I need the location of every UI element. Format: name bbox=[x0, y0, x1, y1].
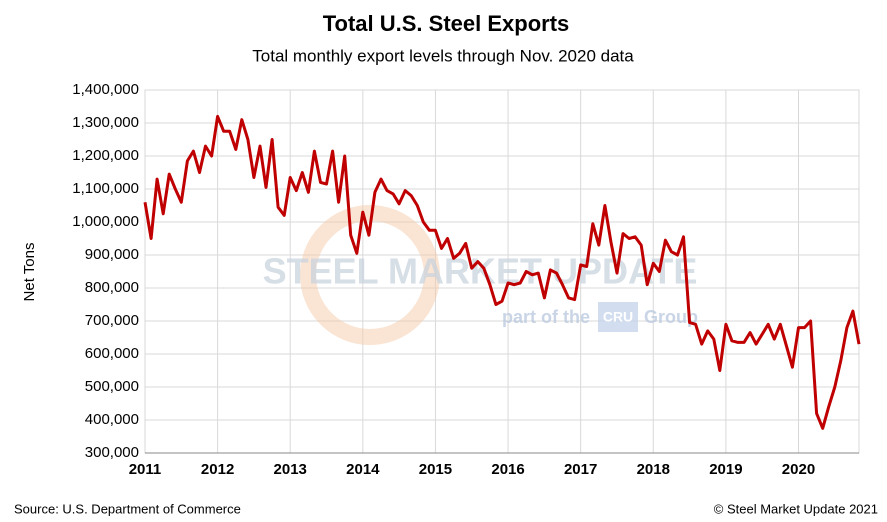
watermark-group: Group bbox=[644, 307, 698, 327]
watermark-logo-box bbox=[598, 302, 638, 332]
source-note: Source: U.S. Department of Commerce bbox=[14, 501, 241, 516]
y-tick-label: 1,300,000 bbox=[72, 114, 139, 131]
x-tick-label: 2014 bbox=[346, 461, 380, 478]
x-tick-label: 2012 bbox=[201, 461, 234, 478]
y-axis-label: Net Tons bbox=[21, 243, 38, 302]
watermark-swoosh bbox=[300, 205, 440, 345]
chart-subtitle: Total monthly export levels through Nov.… bbox=[252, 46, 634, 65]
x-tick-label: 2016 bbox=[491, 461, 524, 478]
x-tick-label: 2011 bbox=[129, 461, 162, 478]
plot-area bbox=[144, 89, 860, 454]
y-tick-label: 700,000 bbox=[85, 312, 139, 329]
y-tick-label: 500,000 bbox=[85, 378, 139, 395]
watermark-logo: CRU bbox=[603, 309, 633, 325]
y-tick-label: 900,000 bbox=[85, 246, 139, 263]
y-tick-label: 1,400,000 bbox=[72, 81, 139, 98]
y-tick-label: 1,100,000 bbox=[72, 180, 139, 197]
y-tick-label: 400,000 bbox=[85, 411, 139, 428]
watermark-brand: STEEL MARKET UPDATE bbox=[263, 251, 698, 292]
x-tick-label: 2018 bbox=[637, 461, 670, 478]
y-tick-label: 300,000 bbox=[85, 444, 139, 461]
export-line bbox=[143, 114, 861, 430]
y-tick-label: 1,200,000 bbox=[72, 147, 139, 164]
y-tick-label: 600,000 bbox=[85, 345, 139, 362]
x-tick-label: 2020 bbox=[782, 461, 815, 478]
y-tick-label: 1,000,000 bbox=[72, 213, 139, 230]
chart-title: Total U.S. Steel Exports bbox=[323, 11, 570, 36]
x-tick-label: 2013 bbox=[274, 461, 307, 478]
y-tick-label: 800,000 bbox=[85, 279, 139, 296]
watermark-tagline: part of the bbox=[502, 307, 590, 327]
copyright-note: © Steel Market Update 2021 bbox=[714, 501, 878, 516]
x-tick-label: 2019 bbox=[709, 461, 742, 478]
x-tick-label: 2015 bbox=[419, 461, 452, 478]
x-tick-label: 2017 bbox=[564, 461, 597, 478]
